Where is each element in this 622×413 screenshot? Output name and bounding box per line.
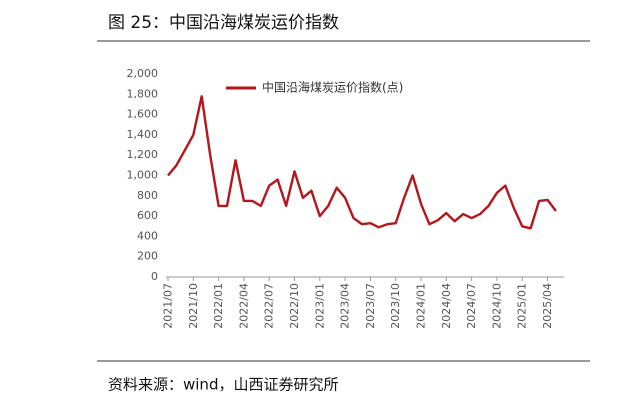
source: 资料来源：wind，山西证券研究所 <box>108 376 338 394</box>
y-tick-label: 400 <box>137 229 158 242</box>
x-tick-label: 2025/01 <box>516 283 529 329</box>
y-tick-label: 1,400 <box>127 128 159 141</box>
x-tick-label: 2023/10 <box>389 283 402 329</box>
x-tick-label: 2024/07 <box>465 283 478 329</box>
y-tick-label: 1,000 <box>127 169 159 182</box>
x-tick-label: 2023/04 <box>339 283 352 329</box>
x-tick-label: 2021/10 <box>187 283 200 329</box>
y-tick-label: 800 <box>137 189 158 202</box>
x-tick-label: 2023/01 <box>313 283 326 329</box>
x-tick-label: 2022/01 <box>212 283 225 329</box>
x-tick-label: 2021/07 <box>162 283 175 329</box>
chart-title: 图 25：中国沿海煤炭运价指数 <box>108 13 339 33</box>
x-tick-label: 2022/04 <box>237 283 250 329</box>
x-tick-label: 2022/07 <box>263 283 276 329</box>
x-tick-label: 2024/01 <box>415 283 428 329</box>
y-tick-label: 1,800 <box>127 87 159 100</box>
legend-label: 中国沿海煤炭运价指数(点) <box>262 80 403 95</box>
y-tick-label: 1,600 <box>127 108 159 121</box>
x-tick-label: 2024/04 <box>440 283 453 329</box>
y-tick-label: 2,000 <box>127 67 159 80</box>
y-tick-label: 1,200 <box>127 148 159 161</box>
x-tick-label: 2023/07 <box>364 283 377 329</box>
y-tick-label: 0 <box>151 270 158 283</box>
x-tick-label: 2024/10 <box>490 283 503 329</box>
y-tick-label: 600 <box>137 209 158 222</box>
data-line <box>167 95 557 230</box>
x-tick-label: 2022/10 <box>288 283 301 329</box>
y-tick-label: 200 <box>137 250 158 263</box>
x-tick-label: 2025/04 <box>541 283 554 329</box>
